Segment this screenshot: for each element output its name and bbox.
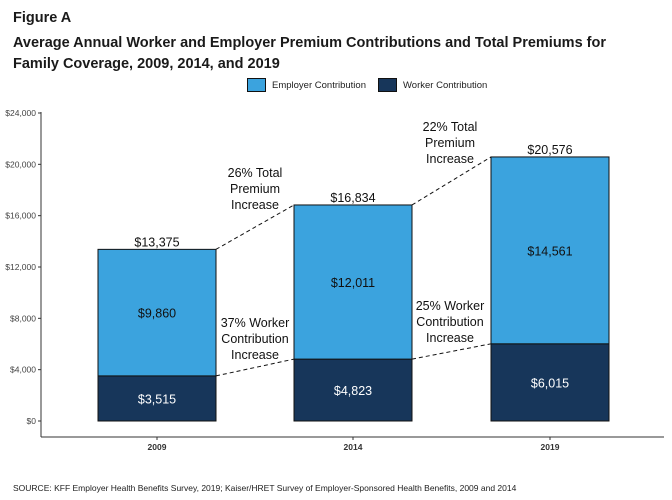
annotation-total-2009-2014-line: 26% Total [228,166,283,180]
x-tick-label: 2014 [344,442,363,452]
data-label-worker-2009: $3,515 [138,392,176,406]
annotation-worker-2009-2014-line: Contribution [221,332,288,346]
annotation-worker-2014-2019-line: Contribution [416,315,483,329]
total-label-2019: $20,576 [527,143,572,157]
annotation-total-2009-2014: 26% Total Premium Increase [228,166,283,212]
legend-swatch-employer [247,78,266,92]
annotation-total-2014-2019-line: Increase [426,152,474,166]
y-tick-label: $20,000 [5,159,36,169]
increase-connectors [215,156,492,377]
annotation-worker-2014-2019: 25% Worker Contribution Increase [416,299,485,345]
data-label-employer-2019: $14,561 [527,244,572,258]
annotation-worker-2009-2014-line: Increase [231,348,279,362]
bar-worker-2009 [97,375,217,422]
legend-label-employer: Employer Contribution [272,79,366,91]
annotation-worker-2014-2019-line: 25% Worker [416,299,485,313]
source-note: SOURCE: KFF Employer Health Benefits Sur… [13,483,517,493]
y-tick-label: $12,000 [5,262,36,272]
total-label-2014: $16,834 [330,191,375,205]
annotation-total-2014-2019: 22% Total Premium Increase [423,120,478,166]
stacked-bar-chart: $0 $4,000 $8,000 $12,000 $16,000 $20,000 $24,0… [5,108,664,452]
annotation-total-2009-2014-line: Premium [230,182,280,196]
data-label-employer-2014: $12,011 [331,276,375,290]
legend-item-worker: Worker Contribution [378,78,487,92]
bar-employer-2014 [293,204,413,360]
x-tick-label: 2019 [541,442,560,452]
legend-swatch-worker [378,78,397,92]
connector-total-2014-2019 [411,156,492,206]
y-tick-label: $0 [27,416,37,426]
chart-axes: $0 $4,000 $8,000 $12,000 $16,000 $20,000 $24,0… [5,108,664,452]
bar-worker-2014 [293,358,413,422]
data-label-worker-2019: $6,015 [531,376,569,390]
connector-worker-2009-2014 [215,358,295,377]
data-label-employer-2009: $9,860 [138,307,176,321]
figure-label: Figure A [13,10,72,26]
chart-annotations: 26% Total Premium Increase 22% Total Premium… [221,120,485,362]
y-tick-label: $8,000 [10,313,36,323]
bar-worker-2019 [490,343,610,422]
bar-employer-2009 [97,248,217,377]
x-tick-label: 2009 [148,442,167,452]
chart-legend: Employer Contribution Worker Contributio… [247,76,499,94]
legend-item-employer: Employer Contribution [247,78,366,92]
annotation-total-2014-2019-line: 22% Total [423,120,478,134]
y-tick-label: $24,000 [5,108,36,118]
total-label-2009: $13,375 [134,235,179,249]
legend-label-worker: Worker Contribution [403,79,488,91]
connector-worker-2014-2019 [411,343,492,360]
annotation-total-2014-2019-line: Premium [425,136,475,150]
annotation-worker-2009-2014: 37% Worker Contribution Increase [221,316,290,362]
annotation-worker-2009-2014-line: 37% Worker [221,316,290,330]
data-label-worker-2014: $4,823 [334,384,372,398]
chart-title: Average Annual Worker and Employer Premi… [13,35,606,72]
bar-employer-2019 [490,156,610,345]
annotation-total-2009-2014-line: Increase [231,198,279,212]
annotation-worker-2014-2019-line: Increase [426,331,474,345]
y-tick-label: $16,000 [5,211,36,221]
y-tick-label: $4,000 [10,365,36,375]
chart-bars: $3,515 $9,860 $13,375 $4,823 $12,011 $16,834 $… [97,143,610,422]
connector-total-2009-2014 [215,204,295,250]
